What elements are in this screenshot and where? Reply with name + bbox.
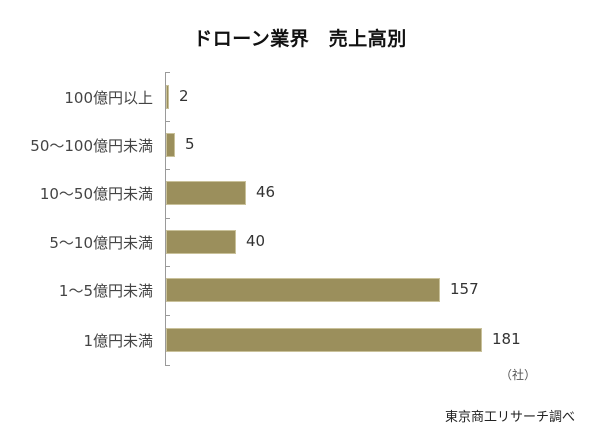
category-label: 10～50億円未満 [39,185,153,203]
category-label: 5～10億円未満 [49,234,153,252]
unit-label: （社） [500,368,537,382]
y-axis-line [165,72,166,366]
bar [166,85,169,109]
axis-tick [165,169,170,170]
axis-tick [165,72,170,73]
source-credit: 東京商工リサーチ調べ [445,410,576,425]
chart-title: ドローン業界 売上高別 [193,28,407,50]
bar [166,230,236,254]
category-label: 100億円以上 [64,89,153,107]
axis-tick [165,365,170,366]
bar [166,181,246,205]
axis-tick [165,266,170,267]
bar-row: 1～5億円未満 157 [0,278,600,302]
value-label: 157 [450,280,479,298]
value-label: 5 [185,135,195,153]
value-label: 2 [179,87,189,105]
axis-tick [165,218,170,219]
bar-row: 50～100億円未満 5 [0,133,600,157]
bar [166,328,482,352]
category-label: 1～5億円未満 [58,282,153,300]
category-label: 1億円未満 [83,332,153,350]
value-label: 46 [256,183,276,201]
category-label: 50～100億円未満 [30,137,153,155]
bar-row: 5～10億円未満 40 [0,230,600,254]
value-label: 181 [492,330,521,348]
bar-row: 100億円以上 2 [0,85,600,109]
bar-row: 1億円未満 181 [0,328,600,352]
axis-tick [165,315,170,316]
bar-row: 10～50億円未満 46 [0,181,600,205]
value-label: 40 [246,232,266,250]
bar [166,278,440,302]
bar [166,133,175,157]
axis-tick [165,121,170,122]
